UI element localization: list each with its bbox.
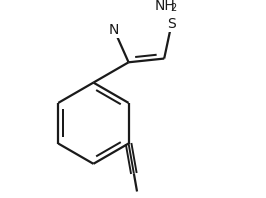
Text: NH: NH bbox=[155, 0, 176, 13]
Text: 2: 2 bbox=[171, 3, 177, 13]
Text: S: S bbox=[167, 17, 176, 30]
Text: N: N bbox=[109, 23, 119, 37]
